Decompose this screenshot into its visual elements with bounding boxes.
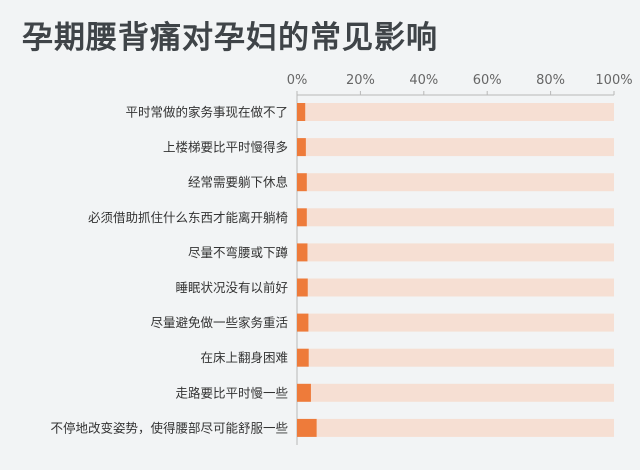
chart-title: 孕期腰背痛对孕妇的常见影响 <box>22 20 438 56</box>
bar-value <box>297 418 317 437</box>
bar-value <box>297 243 308 262</box>
bar-remainder <box>308 348 614 367</box>
bar-remainder <box>316 418 614 437</box>
category-label: 上楼梯要比平时慢得多 <box>163 140 288 155</box>
bar-value <box>297 138 306 157</box>
category-label: 不停地改变姿势，使得腰部尽可能舒服一些 <box>50 420 288 435</box>
bar-remainder <box>305 103 614 121</box>
bar-remainder <box>308 313 614 332</box>
bar-value <box>297 313 309 332</box>
bar-value <box>297 208 307 227</box>
x-tick-label: 80% <box>536 73 565 88</box>
bar-remainder <box>307 243 614 262</box>
x-tick-label: 20% <box>346 73 375 88</box>
category-label: 在床上翻身困难 <box>200 350 288 365</box>
bar-value <box>297 383 311 402</box>
bar-remainder <box>306 208 614 227</box>
category-label: 尽量避免做一些家务重活 <box>150 315 288 330</box>
bar-value <box>297 278 308 297</box>
bar-remainder <box>307 278 614 297</box>
bar-value <box>297 173 307 192</box>
x-tick-label: 0% <box>287 73 308 88</box>
bar-remainder <box>310 383 614 402</box>
x-tick-label: 40% <box>409 73 438 88</box>
category-label: 平时常做的家务事现在做不了 <box>125 105 288 120</box>
category-label: 睡眠状况没有以前好 <box>175 280 288 295</box>
category-label: 走路要比平时慢一些 <box>175 385 288 400</box>
category-label: 必须借助抓住什么东西才能离开躺椅 <box>88 210 288 225</box>
x-tick-label: 100% <box>595 73 632 88</box>
bar-value <box>297 103 306 121</box>
category-label: 经常需要躺下休息 <box>188 175 288 190</box>
category-label: 尽量不弯腰或下蹲 <box>188 245 288 260</box>
bar-remainder <box>305 138 614 157</box>
bar-remainder <box>306 173 614 192</box>
x-tick-label: 60% <box>473 73 502 88</box>
bar-value <box>297 348 309 367</box>
